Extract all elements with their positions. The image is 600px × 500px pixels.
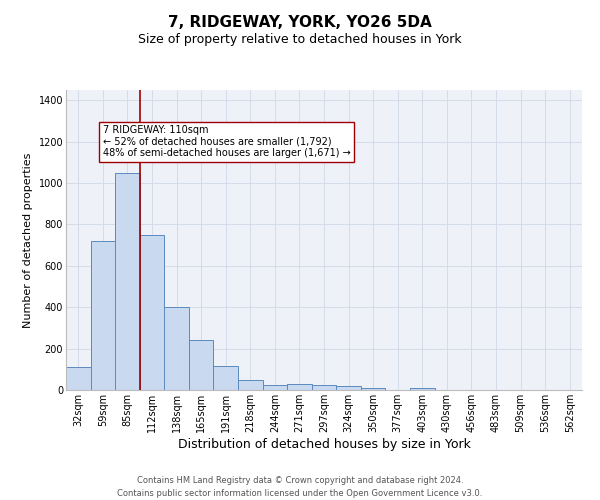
Bar <box>361 388 385 390</box>
Bar <box>91 241 115 390</box>
Bar <box>140 235 164 390</box>
X-axis label: Distribution of detached houses by size in York: Distribution of detached houses by size … <box>178 438 470 450</box>
Y-axis label: Number of detached properties: Number of detached properties <box>23 152 33 328</box>
Bar <box>238 380 263 390</box>
Text: 7 RIDGEWAY: 110sqm
← 52% of detached houses are smaller (1,792)
48% of semi-deta: 7 RIDGEWAY: 110sqm ← 52% of detached hou… <box>103 125 350 158</box>
Bar <box>66 367 91 390</box>
Text: Contains HM Land Registry data © Crown copyright and database right 2024.
Contai: Contains HM Land Registry data © Crown c… <box>118 476 482 498</box>
Bar <box>164 307 189 390</box>
Bar <box>115 173 140 390</box>
Bar <box>189 340 214 390</box>
Bar <box>214 366 238 390</box>
Bar <box>410 388 434 390</box>
Bar <box>312 385 336 390</box>
Text: Size of property relative to detached houses in York: Size of property relative to detached ho… <box>138 32 462 46</box>
Bar <box>263 385 287 390</box>
Bar <box>336 386 361 390</box>
Text: 7, RIDGEWAY, YORK, YO26 5DA: 7, RIDGEWAY, YORK, YO26 5DA <box>168 15 432 30</box>
Bar <box>287 384 312 390</box>
